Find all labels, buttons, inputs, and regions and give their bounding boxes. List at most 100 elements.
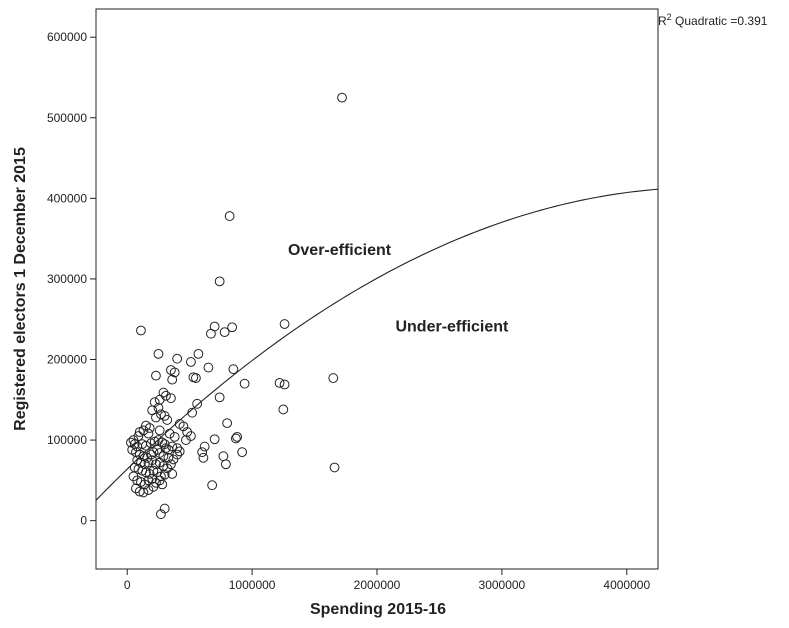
x-tick-label: 0	[124, 578, 131, 592]
x-axis-ticks: 0 1000000 2000000 3000000 4000000	[124, 569, 650, 592]
quadratic-fit-line	[95, 188, 659, 501]
x-tick-label: 3000000	[479, 578, 526, 592]
x-tick-label: 2000000	[354, 578, 401, 592]
fit-line-group	[95, 188, 659, 501]
data-point	[181, 435, 191, 445]
data-point	[131, 483, 141, 494]
data-point	[337, 92, 347, 103]
annotation-label: Over-efficient	[288, 242, 392, 259]
data-point	[154, 457, 165, 468]
data-point	[159, 469, 170, 480]
data-point	[167, 374, 178, 385]
data-point	[227, 322, 238, 333]
data-point	[224, 211, 235, 221]
data-point	[214, 276, 225, 287]
data-point	[138, 487, 149, 498]
y-tick-label: 300000	[47, 272, 87, 286]
data-point	[143, 485, 154, 495]
data-point	[191, 373, 201, 383]
data-point	[328, 373, 339, 383]
data-point	[154, 394, 165, 405]
data-point	[151, 412, 161, 423]
data-point	[237, 447, 248, 458]
y-tick-label: 500000	[47, 111, 87, 125]
plot-frame	[95, 8, 659, 570]
r2-label: R2 Quadratic =0.391	[658, 12, 768, 28]
data-point	[157, 437, 168, 448]
data-point	[220, 459, 231, 470]
data-point	[142, 452, 153, 463]
data-point	[239, 378, 250, 389]
data-point	[230, 433, 241, 444]
annotations: Over-efficient Under-efficient	[288, 242, 509, 336]
data-point	[164, 428, 175, 439]
data-point	[214, 392, 225, 403]
data-point	[193, 348, 204, 359]
data-point	[186, 357, 196, 367]
data-point	[232, 431, 243, 442]
data-point	[172, 353, 183, 364]
x-tick-label: 1000000	[229, 578, 276, 592]
y-tick-label: 600000	[47, 30, 87, 44]
data-point	[279, 319, 290, 329]
data-point	[174, 446, 185, 457]
data-point	[151, 370, 161, 381]
y-tick-label: 0	[80, 514, 87, 528]
data-point	[167, 441, 178, 452]
data-point	[159, 503, 170, 514]
data-point	[169, 367, 180, 378]
data-point	[154, 448, 165, 458]
data-point	[129, 439, 140, 450]
data-point	[203, 362, 214, 373]
data-point	[329, 462, 340, 473]
data-point	[172, 449, 183, 460]
data-point	[197, 447, 208, 458]
data-point	[209, 434, 220, 445]
data-point	[143, 428, 154, 439]
data-point	[166, 393, 176, 404]
data-points	[126, 92, 347, 520]
x-tick-label: 4000000	[603, 578, 650, 592]
data-point	[163, 452, 174, 463]
data-point	[192, 398, 203, 409]
y-tick-label: 100000	[47, 433, 87, 447]
data-point	[136, 325, 146, 336]
data-point	[152, 444, 163, 455]
annotation-label: Under-efficient	[395, 318, 509, 335]
data-point	[167, 469, 178, 479]
x-axis-title: Spending 2015-16	[310, 601, 446, 618]
data-point	[162, 415, 173, 425]
data-point	[199, 441, 210, 452]
y-tick-label: 200000	[47, 353, 87, 367]
y-axis-title: Registered electors 1 December 2015	[12, 147, 29, 431]
data-point	[219, 327, 230, 338]
data-point	[228, 364, 239, 375]
data-point	[159, 439, 170, 450]
data-point	[144, 423, 155, 433]
data-point	[144, 469, 155, 479]
data-point	[169, 431, 180, 442]
data-point	[156, 509, 166, 520]
data-point	[141, 440, 151, 451]
y-axis-ticks: 0 100000 200000 300000 400000 500000 600000	[47, 30, 96, 528]
data-point	[274, 377, 285, 388]
y-tick-label: 400000	[47, 191, 87, 205]
data-point	[207, 480, 218, 491]
data-point	[166, 459, 176, 470]
data-point	[279, 379, 290, 390]
data-point	[222, 418, 233, 429]
data-point	[174, 419, 185, 429]
data-point	[148, 481, 159, 492]
data-point	[157, 479, 168, 490]
r2-label-text: Quadratic =0.391	[672, 14, 768, 28]
data-point	[172, 443, 183, 454]
data-point	[154, 425, 165, 436]
data-point	[153, 402, 164, 413]
data-point	[198, 452, 209, 463]
r2-label-prefix: R	[658, 14, 667, 28]
data-point	[206, 328, 216, 339]
data-point	[153, 348, 164, 359]
data-point	[278, 404, 289, 415]
